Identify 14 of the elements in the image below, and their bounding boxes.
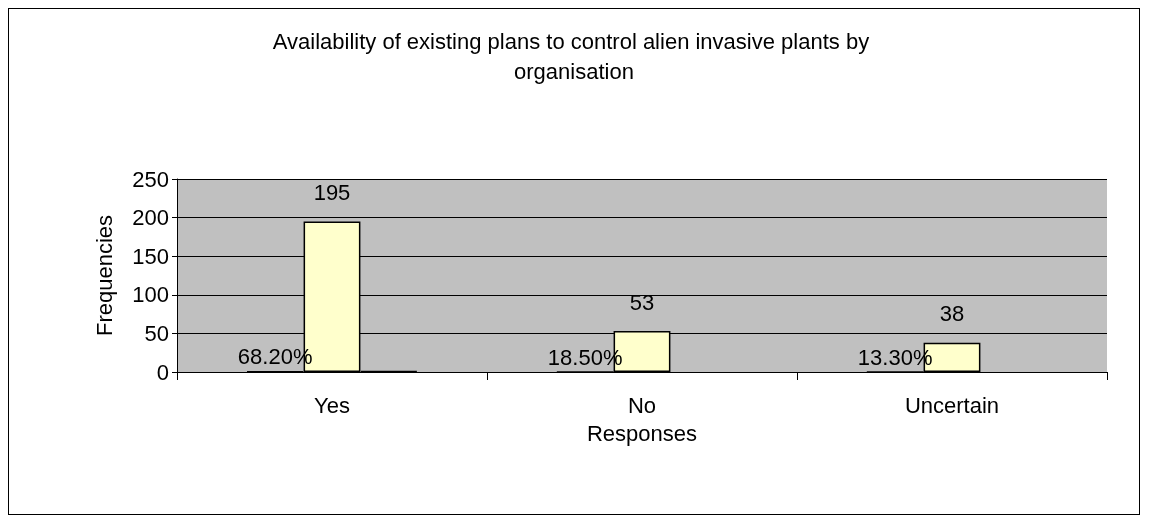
y-tick-label: 150 [132,243,169,269]
x-tick-label: Uncertain [904,392,1000,418]
data-label: 38 [939,301,965,327]
y-tick-label: 0 [156,359,169,385]
data-label: 195 [313,179,351,205]
y-tick-label: 200 [132,205,169,231]
x-axis-title: Responses [586,420,698,446]
chart-title: Availability of existing plans to control alien invasive plants by organisation [272,28,876,84]
y-tick-label: 250 [132,166,169,192]
y-tick-label: 100 [132,282,169,308]
y-axis-title: Frequencies [91,214,117,337]
x-tick-label: Yes [314,392,350,418]
x-tick-label: No [627,392,657,418]
y-tick-label: 50 [144,320,169,346]
